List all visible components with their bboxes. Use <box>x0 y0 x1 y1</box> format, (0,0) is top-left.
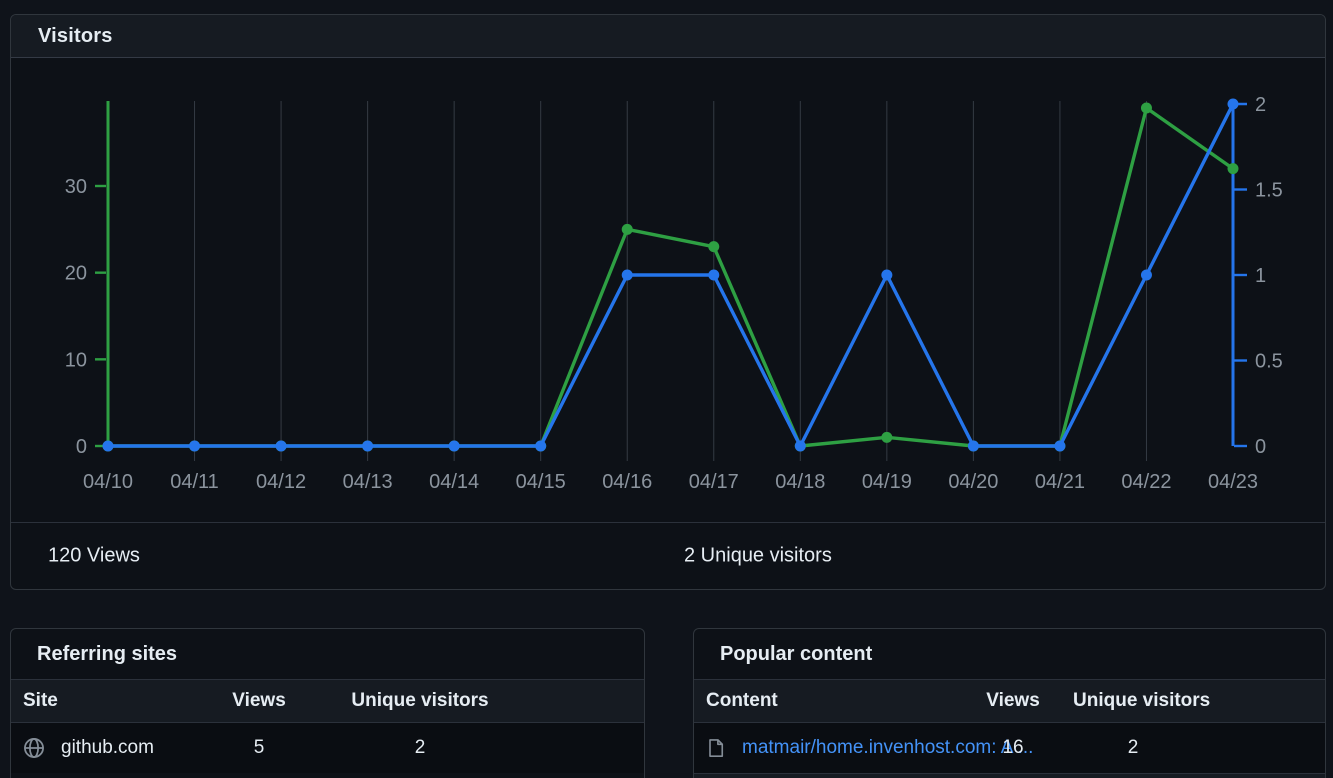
globe-icon <box>23 737 45 759</box>
total-unique-label: 2 Unique visitors <box>684 544 832 567</box>
svg-text:04/15: 04/15 <box>516 471 566 493</box>
svg-text:1.5: 1.5 <box>1255 180 1283 202</box>
table-row: matmair/home.invenhost.com: A ... 16 2 <box>694 723 1325 773</box>
svg-text:04/21: 04/21 <box>1035 471 1085 493</box>
popular-content-header-row: Content Views Unique visitors <box>694 679 1325 723</box>
svg-text:04/18: 04/18 <box>775 471 825 493</box>
site-unique: 2 <box>414 737 426 758</box>
column-header-unique-visitors: Unique visitors <box>351 690 489 711</box>
file-icon <box>706 738 726 758</box>
svg-text:04/11: 04/11 <box>170 471 219 493</box>
visitors-title: Visitors <box>38 24 113 47</box>
right-axis-unique-visitors: 0 0.5 1 1.5 2 <box>1231 94 1283 458</box>
visitors-panel: Visitors 0 10 20 30 0 0.5 1 1.5 2 04/10 04/11 04/12… <box>10 14 1326 590</box>
series-views <box>102 102 1239 452</box>
svg-text:0: 0 <box>1255 436 1266 458</box>
x-axis-date-labels: 04/10 04/11 04/12 04/13 04/14 04/15 04/16 04/17… <box>83 471 1258 493</box>
svg-text:0.5: 0.5 <box>1255 351 1283 373</box>
left-axis-views: 0 10 20 30 <box>65 101 110 458</box>
site-name: github.com <box>61 737 154 758</box>
svg-text:04/19: 04/19 <box>862 471 912 493</box>
svg-text:04/13: 04/13 <box>343 471 393 493</box>
chart-gridlines <box>194 101 1147 461</box>
column-header-views: Views <box>986 690 1040 711</box>
svg-text:04/12: 04/12 <box>256 471 306 493</box>
svg-text:04/14: 04/14 <box>429 471 479 493</box>
visitors-panel-header: Visitors <box>11 15 1325 58</box>
content-views: 16 <box>1002 737 1024 758</box>
referring-sites-header-row: Site Views Unique visitors <box>11 679 644 723</box>
svg-text:04/23: 04/23 <box>1208 471 1258 493</box>
referring-sites-panel: Referring sites Site Views Unique visito… <box>10 628 645 778</box>
svg-text:10: 10 <box>65 349 87 371</box>
svg-text:2: 2 <box>1255 94 1266 116</box>
visitors-totals: 120 Views 2 Unique visitors <box>11 522 1325 589</box>
svg-text:04/17: 04/17 <box>689 471 739 493</box>
svg-text:1: 1 <box>1255 265 1266 287</box>
svg-text:04/20: 04/20 <box>948 471 998 493</box>
visitors-chart-area: 0 10 20 30 0 0.5 1 1.5 2 04/10 04/11 04/12 04/13 04/1… <box>11 58 1325 522</box>
svg-text:30: 30 <box>65 176 87 198</box>
table-row: github.com 5 2 <box>11 723 644 773</box>
content-link[interactable]: matmair/home.invenhost.com: A ... <box>742 737 1034 758</box>
svg-text:04/22: 04/22 <box>1121 471 1171 493</box>
column-header-site: Site <box>23 690 58 711</box>
total-views-label: 120 Views <box>48 544 140 567</box>
column-header-unique-visitors: Unique visitors <box>1073 690 1211 711</box>
table-row-partial <box>694 773 1325 778</box>
bottom-panels: Referring sites Site Views Unique visito… <box>10 628 1326 778</box>
popular-content-panel: Popular content Content Views Unique vis… <box>693 628 1326 778</box>
popular-content-title: Popular content <box>720 642 873 665</box>
site-views: 5 <box>253 737 265 758</box>
referring-sites-title: Referring sites <box>37 642 178 665</box>
svg-text:04/16: 04/16 <box>602 471 652 493</box>
svg-text:04/10: 04/10 <box>83 471 133 493</box>
content-unique: 2 <box>1127 737 1139 758</box>
svg-text:0: 0 <box>76 436 87 458</box>
column-header-views: Views <box>232 690 286 711</box>
svg-text:20: 20 <box>65 263 87 285</box>
series-unique-visitors <box>102 98 1239 452</box>
column-header-content: Content <box>706 690 778 711</box>
